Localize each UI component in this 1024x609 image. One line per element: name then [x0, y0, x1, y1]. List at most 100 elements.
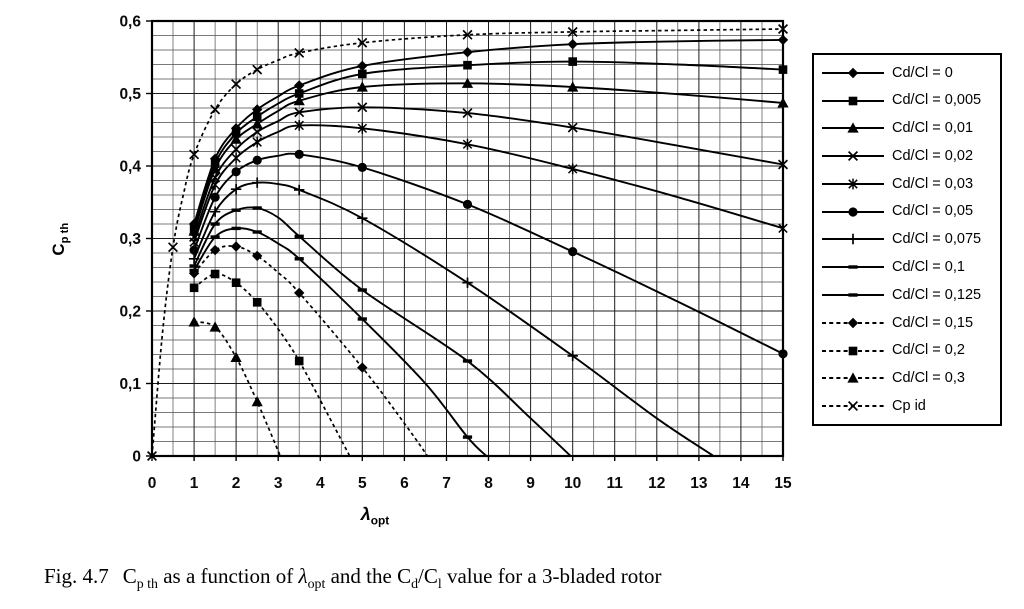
circle-marker-icon [778, 349, 788, 359]
x-marker-icon [294, 47, 305, 58]
y-tick-label: 0,4 [119, 159, 141, 176]
series-cd-cl-0-3 [188, 316, 282, 457]
series-cd-cl-0-125 [189, 226, 488, 457]
diamond-marker-icon [357, 60, 368, 72]
legend-item-label: Cd/Cl = 0,01 [892, 120, 974, 137]
legend-key [822, 265, 884, 269]
subscript: d [411, 576, 419, 592]
x-marker-icon [294, 107, 305, 118]
x-marker-icon [462, 108, 473, 119]
legend-box: Cd/Cl = 0 Cd/Cl = 0,005 Cd/Cl = 0,01 Cd/Cl … [812, 53, 1002, 426]
legend-key [822, 401, 884, 412]
series-line [193, 206, 572, 457]
legend-item-cd-cl-0-125: Cd/Cl = 0,125 [820, 287, 998, 303]
diamond-marker-icon [462, 47, 473, 58]
x-marker-icon [167, 242, 179, 253]
asterisk-marker-icon [231, 152, 241, 164]
legend-key [822, 122, 884, 134]
series-cd-cl-0-15 [188, 241, 429, 457]
square-marker-icon [568, 57, 577, 66]
series-cd-cl-0-02 [189, 102, 789, 243]
chart-plot: 0 1 2 3 4 5 6 7 8 9 10 11 12 13 14 1500,10,20,30,40,50,… [119, 14, 792, 493]
y-tick-label: 0,5 [119, 86, 141, 103]
diamond-marker-icon [252, 104, 263, 115]
text-segment: value for a 3-bladed rotor [441, 564, 662, 588]
diamond-marker-icon [209, 244, 221, 256]
circle-marker-icon [848, 207, 858, 217]
legend-item-cp-id: Cp id [820, 398, 998, 414]
x-tick-label: 15 [774, 475, 792, 492]
diamond-marker-icon [294, 287, 305, 299]
dash-marker-icon [231, 226, 241, 231]
x-marker-icon [252, 126, 263, 137]
triangle-marker-icon [251, 118, 263, 129]
legend-item-label: Cd/Cl = 0,005 [892, 92, 982, 109]
x-marker-icon [567, 122, 578, 133]
legend-item-label: Cd/Cl = 0,15 [892, 314, 974, 331]
legend-key [822, 67, 884, 79]
legend-key [822, 207, 884, 217]
x-tick-label: 3 [274, 475, 283, 492]
x-marker-icon [231, 144, 242, 155]
square-marker-icon [294, 356, 304, 366]
x-marker-icon [462, 29, 473, 40]
dash-marker-icon [357, 317, 367, 321]
x-tick-labels: 0 1 2 3 4 5 6 7 8 9 10 11 12 13 14 15 [148, 475, 792, 492]
plus-marker-icon [230, 184, 242, 195]
x-marker-icon [252, 64, 263, 75]
square-marker-icon [252, 298, 262, 307]
x-axis-title: λopt [300, 504, 450, 528]
asterisk-marker-icon [252, 136, 262, 148]
asterisk-marker-icon [848, 178, 858, 190]
legend-key [822, 293, 884, 297]
series-cd-cl-0-075 [188, 177, 715, 457]
series-line [193, 321, 282, 457]
text-segment: Fig. 4.7 [44, 564, 109, 588]
text-segment: as a function of [157, 564, 299, 588]
square-marker-icon [463, 60, 472, 70]
plus-marker-icon [209, 206, 221, 217]
y-axis-title: Cp th [49, 159, 71, 319]
plus-marker-icon [357, 213, 368, 224]
dash-marker-icon [357, 288, 367, 292]
y-tick-labels: 0 0,1 0,2 0,3 0,4 0,5 0,6 [119, 14, 141, 466]
dash-marker-icon [189, 264, 199, 268]
triangle-marker-icon [188, 316, 200, 327]
asterisk-marker-icon [294, 120, 304, 131]
asterisk-marker-icon [567, 163, 578, 175]
diamond-marker-icon [252, 250, 263, 262]
square-marker-icon [848, 346, 858, 355]
series-cd-cl-0-1 [189, 206, 572, 457]
text-segment: and the C [325, 564, 412, 588]
triangle-marker-icon [230, 133, 242, 144]
square-marker-icon [778, 65, 788, 74]
subscript: l [437, 576, 442, 592]
text-segment: λ [360, 504, 371, 524]
legend-item-label: Cd/Cl = 0,1 [892, 258, 965, 275]
square-marker-icon [252, 112, 262, 121]
triangle-marker-icon [293, 95, 305, 106]
subscript: p th [136, 576, 158, 592]
legend-item-cd-cl-0-03: Cd/Cl = 0,03 [820, 176, 998, 192]
x-marker-icon [777, 23, 789, 35]
dash-marker-icon [848, 293, 858, 297]
x-marker-icon [189, 149, 200, 160]
x-marker-icon [847, 401, 859, 412]
circle-marker-icon [252, 155, 262, 165]
series-cd-cl-0-05 [189, 149, 788, 359]
series-line [193, 273, 351, 457]
x-tick-label: 7 [442, 475, 451, 492]
x-tick-label: 0 [148, 475, 157, 492]
x-tick-label: 13 [690, 475, 708, 492]
plus-marker-icon [294, 184, 305, 196]
square-marker-icon [294, 89, 304, 98]
triangle-marker-icon [847, 122, 859, 134]
square-marker-icon [189, 283, 199, 293]
x-marker-icon [231, 79, 242, 90]
x-tick-label: 12 [648, 475, 665, 492]
dash-marker-icon [294, 257, 304, 261]
legend-item-cd-cl-0-2: Cd/Cl = 0,2 [820, 343, 998, 359]
legend-item-cd-cl-0-02: Cd/Cl = 0,02 [820, 148, 998, 164]
x-tick-label: 9 [526, 475, 535, 492]
diamond-marker-icon [188, 268, 200, 279]
